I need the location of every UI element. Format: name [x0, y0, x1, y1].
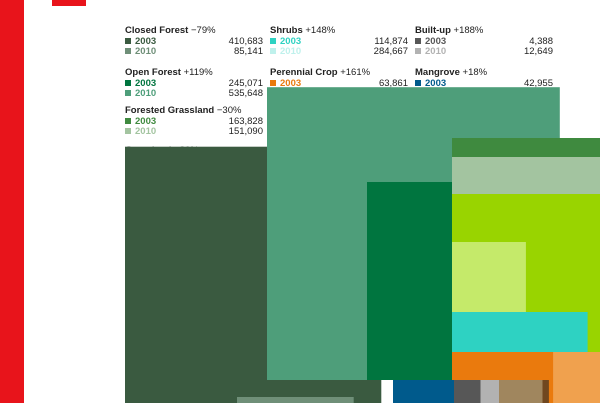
square-grassland-2010 — [452, 242, 526, 316]
legend-open-forest: Open Forest +119% 2003 245,071 2010 535,648 — [125, 68, 263, 99]
legend-change-percent: +188% — [453, 25, 484, 36]
legend-forested-grassland: Forested Grassland −30% 2003 163,828 2010 15… — [125, 106, 263, 137]
legend-swatch — [270, 48, 276, 54]
legend-category-name: Built-up — [415, 25, 451, 36]
legend-built-up: Built-up +188% 2003 4,388 2010 12,649 — [415, 26, 553, 57]
legend-category-name: Closed Forest — [125, 25, 189, 36]
legend-row-2003: 2003 63,861 — [270, 79, 408, 89]
legend-swatch — [125, 38, 131, 44]
legend-swatch — [125, 118, 131, 124]
legend-value: 85,141 — [233, 46, 263, 57]
legend-value: 163,828 — [228, 116, 263, 127]
legend-value: 151,090 — [228, 126, 263, 137]
legend-title: Shrubs +148% — [270, 26, 408, 37]
legend-swatch — [270, 80, 276, 86]
legend-row-2003: 2003 114,874 — [270, 37, 408, 47]
legend-row-2010: 2010 12,649 — [415, 47, 553, 57]
legend-year: 2003 — [425, 78, 447, 89]
legend-change-percent: −79% — [191, 25, 216, 36]
legend-year: 2003 — [135, 116, 157, 127]
legend-year: 2010 — [135, 126, 157, 137]
legend-value: 4,388 — [529, 36, 553, 47]
square-built-up-2003 — [454, 380, 481, 403]
legend-value: 42,955 — [523, 78, 553, 89]
legend-row-2003: 2003 410,683 — [125, 37, 263, 47]
legend-year: 2010 — [135, 46, 157, 57]
legend-row-2003: 2003 163,828 — [125, 117, 263, 127]
legend-year: 2010 — [425, 46, 447, 57]
legend-year: 2003 — [135, 36, 157, 47]
legend-change-percent: +161% — [340, 67, 371, 78]
legend-swatch — [415, 48, 421, 54]
legend-shrubs: Shrubs +148% 2003 114,874 2010 284,667 — [270, 26, 408, 57]
red-top-tick — [52, 0, 86, 6]
legend-title: Mangrove +18% — [415, 68, 553, 79]
legend-year: 2003 — [425, 36, 447, 47]
legend-row-2010: 2010 151,090 — [125, 127, 263, 137]
red-side-bar — [0, 0, 24, 403]
legend-category-name: Shrubs — [270, 25, 303, 36]
legend-title: Open Forest +119% — [125, 68, 263, 79]
legend-row-2003: 2003 42,955 — [415, 79, 553, 89]
legend-change-percent: +18% — [462, 67, 488, 78]
legend-title: Closed Forest −79% — [125, 26, 263, 37]
legend-value: 114,874 — [374, 36, 408, 47]
legend-value: 63,861 — [378, 78, 408, 89]
legend-value: 284,667 — [373, 46, 408, 57]
legend-year: 2010 — [280, 46, 302, 57]
legend-change-percent: +119% — [183, 67, 213, 78]
legend-row-2010: 2010 85,141 — [125, 47, 263, 57]
legend-year: 2003 — [280, 78, 302, 89]
legend-category-name: Perennial Crop — [270, 67, 338, 78]
legend-swatch — [415, 80, 421, 86]
legend-swatch — [125, 48, 131, 54]
legend-row-2003: 2003 245,071 — [125, 79, 263, 89]
legend-change-percent: −30% — [216, 105, 242, 116]
legend-title: Forested Grassland −30% — [125, 106, 263, 117]
legend-category-name: Mangrove — [415, 67, 460, 78]
legend-swatch — [125, 80, 131, 86]
legend-change-percent: +148% — [305, 25, 336, 36]
legend-title: Perennial Crop +161% — [270, 68, 408, 79]
legend-closed-forest: Closed Forest −79% 2003 410,683 2010 85,141 — [125, 26, 263, 57]
legend-swatch — [270, 38, 276, 44]
legend-swatch — [125, 90, 131, 96]
legend-value: 410,683 — [228, 36, 263, 47]
legend-value: 535,648 — [228, 88, 263, 99]
legend-title: Built-up +188% — [415, 26, 553, 37]
legend-swatch — [125, 128, 131, 134]
legend-year: 2010 — [135, 88, 157, 99]
square-closed-forest-2010 — [237, 397, 354, 403]
legend-year: 2003 — [135, 78, 157, 89]
legend-category-name: Open Forest — [125, 67, 181, 78]
legend-value: 12,649 — [523, 46, 553, 57]
legend-value: 245,071 — [228, 78, 263, 89]
legend-row-2010: 2010 284,667 — [270, 47, 408, 57]
legend-year: 2003 — [280, 36, 302, 47]
legend-row-2003: 2003 4,388 — [415, 37, 553, 47]
legend-row-2010: 2010 535,648 — [125, 89, 263, 99]
legend-category-name: Forested Grassland — [125, 105, 215, 116]
legend-swatch — [415, 38, 421, 44]
